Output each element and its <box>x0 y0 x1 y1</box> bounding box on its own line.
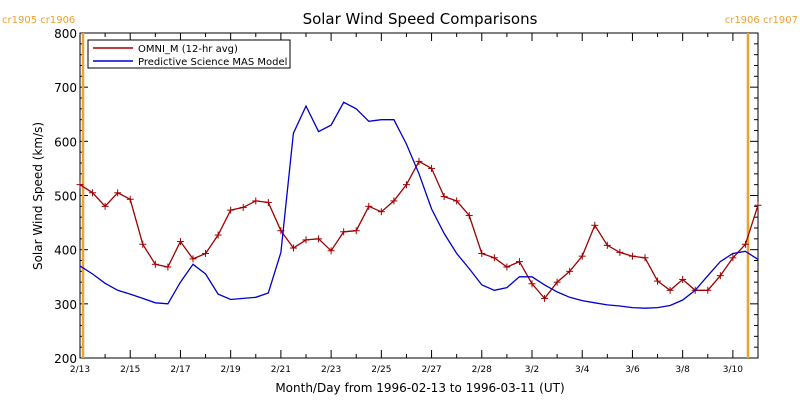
y-tick-label: 800 <box>54 27 77 41</box>
data-point-omni <box>139 240 147 248</box>
data-point-omni <box>340 228 348 236</box>
data-point-omni <box>578 252 586 260</box>
data-point-omni <box>741 240 749 248</box>
data-point-omni <box>465 212 473 220</box>
data-point-omni <box>101 202 109 210</box>
series-line-mas <box>79 101 759 309</box>
y-tick-label: 400 <box>54 244 77 258</box>
x-tick-label: 2/13 <box>70 365 90 375</box>
data-point-omni <box>239 203 247 211</box>
data-point-omni <box>164 263 172 271</box>
y-tick-label: 300 <box>54 298 77 312</box>
chart-title: Solar Wind Speed Comparisons <box>303 10 538 28</box>
y-tick-label: 600 <box>54 135 77 149</box>
data-point-omni <box>478 249 486 257</box>
data-point-omni <box>679 275 687 283</box>
x-tick-label: 3/6 <box>625 365 640 375</box>
data-point-omni <box>553 278 561 286</box>
data-point-omni <box>289 244 297 252</box>
data-point-omni <box>603 241 611 249</box>
rotation-boundaries: cr1905 cr1906 cr1906 cr1907 <box>2 15 798 358</box>
rotation-boundary-label: cr1906 cr1907 <box>725 15 798 26</box>
legend-box <box>87 39 291 69</box>
x-tick-label: 2/17 <box>170 365 190 375</box>
data-point-omni <box>189 255 197 263</box>
rotation-boundary-label: cr1905 cr1906 <box>2 15 75 26</box>
data-point-omni <box>151 260 159 268</box>
x-axis: 2/13 2/15 2/17 2/19 2/21 2/23 2/25 2/27 2/28 3/2 3… <box>70 33 743 375</box>
x-tick-label: 3/8 <box>675 365 690 375</box>
legend: OMNI_M (12-hr avg) Predictive Science MA… <box>87 39 291 69</box>
data-point-omni <box>377 208 385 216</box>
data-point-omni <box>440 193 448 201</box>
data-point-omni <box>754 201 762 209</box>
data-point-omni <box>415 157 423 165</box>
x-tick-label: 2/15 <box>120 365 140 375</box>
x-tick-label: 2/19 <box>221 365 241 375</box>
data-point-omni <box>729 254 737 262</box>
data-point-omni <box>126 195 134 203</box>
data-point-omni <box>227 206 235 214</box>
data-point-omni <box>428 164 436 172</box>
data-point-omni <box>365 202 373 210</box>
data-point-omni <box>616 248 624 256</box>
y-axis: 200 300 400 500 600 700 800 <box>54 27 758 366</box>
data-point-omni <box>566 267 574 275</box>
data-point-omni <box>264 199 272 207</box>
data-point-omni <box>503 263 511 271</box>
data-point-omni <box>214 231 222 239</box>
legend-label-omni: OMNI_M (12-hr avg) <box>138 44 238 55</box>
data-point-omni <box>327 247 335 255</box>
data-point-omni <box>390 197 398 205</box>
data-point-omni <box>453 197 461 205</box>
data-point-omni <box>591 221 599 229</box>
data-point-omni <box>402 181 410 189</box>
data-point-omni <box>716 272 724 280</box>
y-tick-label: 700 <box>54 81 77 95</box>
data-point-omni <box>302 236 310 244</box>
data-point-omni <box>704 286 712 294</box>
x-tick-label: 3/4 <box>575 365 590 375</box>
x-tick-label: 2/28 <box>472 365 492 375</box>
data-point-omni <box>628 252 636 260</box>
y-tick-label: 200 <box>54 352 77 366</box>
data-point-omni <box>114 189 122 197</box>
data-point-omni <box>641 254 649 262</box>
x-tick-label: 2/23 <box>321 365 341 375</box>
data-point-omni <box>515 258 523 266</box>
x-tick-label: 3/2 <box>525 365 539 375</box>
data-point-omni <box>490 254 498 262</box>
x-tick-label: 2/21 <box>271 365 291 375</box>
x-tick-label: 2/27 <box>421 365 441 375</box>
data-point-omni <box>315 235 323 243</box>
data-point-omni <box>541 294 549 302</box>
y-tick-label: 500 <box>54 190 77 204</box>
data-point-omni <box>352 227 360 235</box>
x-axis-label: Month/Day from 1996-02-13 to 1996-03-11 … <box>275 381 564 395</box>
data-point-omni <box>76 181 84 189</box>
series-layer <box>76 101 762 309</box>
legend-label-mas: Predictive Science MAS Model <box>138 57 287 68</box>
data-point-omni <box>176 238 184 246</box>
data-point-omni <box>202 249 210 257</box>
data-point-omni <box>666 286 674 294</box>
data-point-omni <box>89 189 97 197</box>
y-axis-label: Solar Wind Speed (km/s) <box>31 122 45 270</box>
x-tick-label: 2/25 <box>371 365 391 375</box>
x-tick-label: 3/10 <box>723 365 743 375</box>
data-point-omni <box>252 197 260 205</box>
data-point-omni <box>654 277 662 285</box>
data-point-omni <box>528 280 536 288</box>
